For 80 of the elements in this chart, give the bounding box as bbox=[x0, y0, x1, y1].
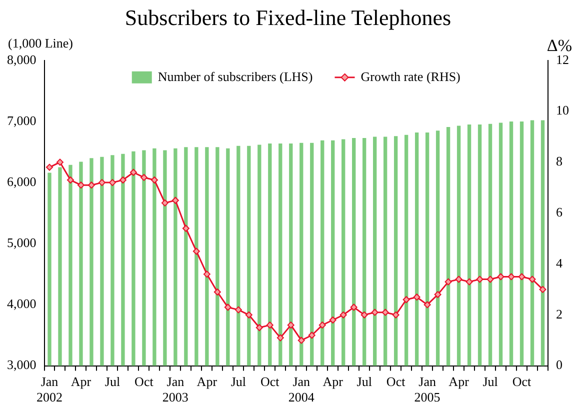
y-tick-label: 7,000 bbox=[7, 112, 36, 128]
point bbox=[424, 301, 431, 308]
point bbox=[56, 158, 64, 166]
y2-tick-label: 0 bbox=[556, 357, 562, 372]
point bbox=[298, 336, 305, 344]
point bbox=[497, 273, 504, 280]
point bbox=[266, 322, 274, 329]
x-tick-label: Apr bbox=[448, 374, 470, 390]
point bbox=[256, 324, 263, 332]
point bbox=[486, 276, 494, 283]
point bbox=[528, 276, 536, 283]
x-tick-label: Jan 2003 bbox=[162, 374, 188, 405]
x-tick-label: Apr bbox=[322, 374, 344, 390]
point bbox=[192, 248, 200, 255]
point bbox=[77, 182, 84, 189]
point bbox=[88, 182, 95, 189]
y2-tick-label: 6 bbox=[556, 204, 563, 220]
point bbox=[119, 176, 126, 184]
point bbox=[66, 176, 74, 184]
point bbox=[203, 270, 210, 278]
point bbox=[360, 311, 368, 318]
y-tick-label: 8,000 bbox=[7, 52, 36, 67]
legend-label: Number of subscribers (LHS) bbox=[158, 68, 313, 84]
x-tick-label: Jan 2002 bbox=[36, 374, 62, 405]
point bbox=[161, 199, 168, 206]
point bbox=[140, 174, 148, 181]
point bbox=[329, 316, 336, 324]
x-tick-label: Oct bbox=[260, 374, 280, 390]
point bbox=[382, 308, 389, 316]
point bbox=[287, 322, 294, 329]
point bbox=[234, 306, 242, 314]
point bbox=[476, 276, 484, 283]
point bbox=[402, 296, 410, 304]
x-tick-label: Jan 2005 bbox=[414, 374, 440, 405]
legend-label: Growth rate (RHS) bbox=[360, 68, 460, 84]
point bbox=[340, 311, 347, 318]
point bbox=[518, 273, 526, 280]
y2-tick-label: 4 bbox=[556, 255, 563, 270]
y-tick-label: 3,000 bbox=[7, 357, 36, 372]
point bbox=[98, 179, 106, 186]
point bbox=[539, 286, 546, 293]
point bbox=[508, 273, 515, 280]
point bbox=[245, 311, 252, 318]
point bbox=[434, 291, 442, 298]
x-tick-label: Jul bbox=[482, 374, 498, 390]
x-tick-label: Oct bbox=[386, 374, 406, 390]
point bbox=[350, 304, 358, 311]
x-tick-label: Oct bbox=[134, 374, 154, 390]
point bbox=[276, 334, 284, 342]
point bbox=[413, 294, 420, 301]
point bbox=[466, 278, 473, 286]
y-tick-label: 4,000 bbox=[7, 296, 36, 312]
x-tick-label: Apr bbox=[70, 374, 92, 390]
point bbox=[182, 224, 190, 232]
y-axis-title: (1,000 Line) bbox=[8, 35, 73, 50]
point bbox=[224, 304, 232, 311]
x-tick-label: Jul bbox=[356, 374, 372, 390]
point bbox=[46, 164, 53, 171]
point bbox=[108, 179, 116, 186]
y-tick-label: 5,000 bbox=[7, 235, 36, 250]
point bbox=[444, 278, 452, 286]
x-tick-label: Apr bbox=[196, 374, 218, 390]
y2-tick-label: 10 bbox=[556, 102, 569, 118]
y2-tick-label: 2 bbox=[556, 306, 562, 322]
y2-tick-label: 8 bbox=[556, 154, 562, 169]
point bbox=[308, 332, 316, 339]
point bbox=[214, 288, 221, 296]
point bbox=[150, 176, 158, 184]
chart-title: Subscribers to Fixed-line Telephones bbox=[124, 4, 452, 30]
point bbox=[318, 322, 326, 329]
x-tick-label: Oct bbox=[512, 374, 532, 390]
x-tick-label: Jul bbox=[104, 374, 120, 390]
point bbox=[130, 168, 137, 176]
x-tick-label: Jan 2004 bbox=[288, 374, 315, 405]
y-tick-label: 6,000 bbox=[7, 174, 36, 189]
point bbox=[371, 308, 378, 316]
point bbox=[455, 276, 462, 283]
point bbox=[392, 311, 400, 318]
x-tick-label: Jul bbox=[230, 374, 246, 390]
point bbox=[172, 196, 179, 204]
